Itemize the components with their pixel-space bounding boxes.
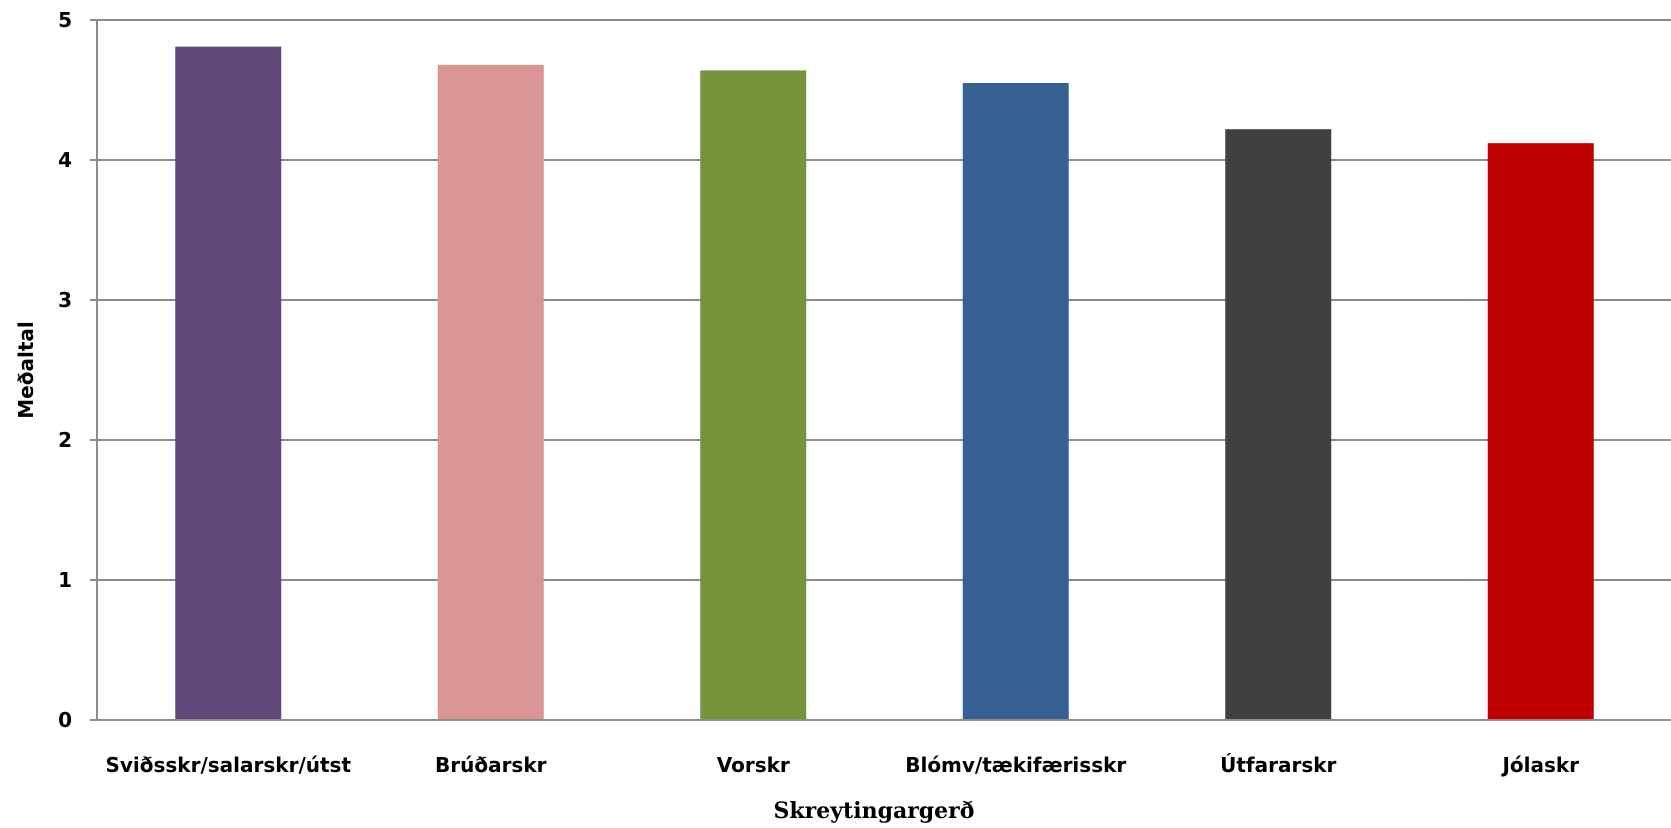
- y-tick-label: 3: [58, 288, 72, 312]
- y-tick-label: 0: [58, 708, 72, 732]
- category-label: Sviðsskr/salarskr/útst: [105, 753, 351, 777]
- bar: [175, 46, 282, 721]
- axes: [90, 19, 1671, 721]
- x-tick-labels: Sviðsskr/salarskr/útst Brúðarskr Vorskr Bló…: [105, 753, 1579, 777]
- category-label: Vorskr: [717, 753, 790, 777]
- category-label: Útfararskr: [1220, 753, 1336, 777]
- y-axis-label: Meðaltal: [14, 321, 38, 418]
- bar: [437, 64, 544, 721]
- x-axis-label: Skreytingargerð: [774, 798, 975, 824]
- bar: [962, 83, 1069, 720]
- bar: [700, 70, 807, 720]
- y-tick-label: 5: [58, 8, 72, 32]
- bar: [1487, 143, 1594, 720]
- y-tick-label: 2: [58, 428, 72, 452]
- bars: [175, 46, 1594, 721]
- bar: [1225, 129, 1332, 720]
- gridlines: [97, 19, 1671, 581]
- y-tick-label: 1: [58, 568, 72, 592]
- category-label: Blómv/tækifærisskr: [905, 753, 1126, 777]
- y-tick-labels: 0 1 2 3 4 5: [58, 8, 72, 732]
- category-label: Brúðarskr: [435, 753, 547, 777]
- y-tick-label: 4: [58, 148, 72, 172]
- category-label: Jólaskr: [1500, 753, 1579, 777]
